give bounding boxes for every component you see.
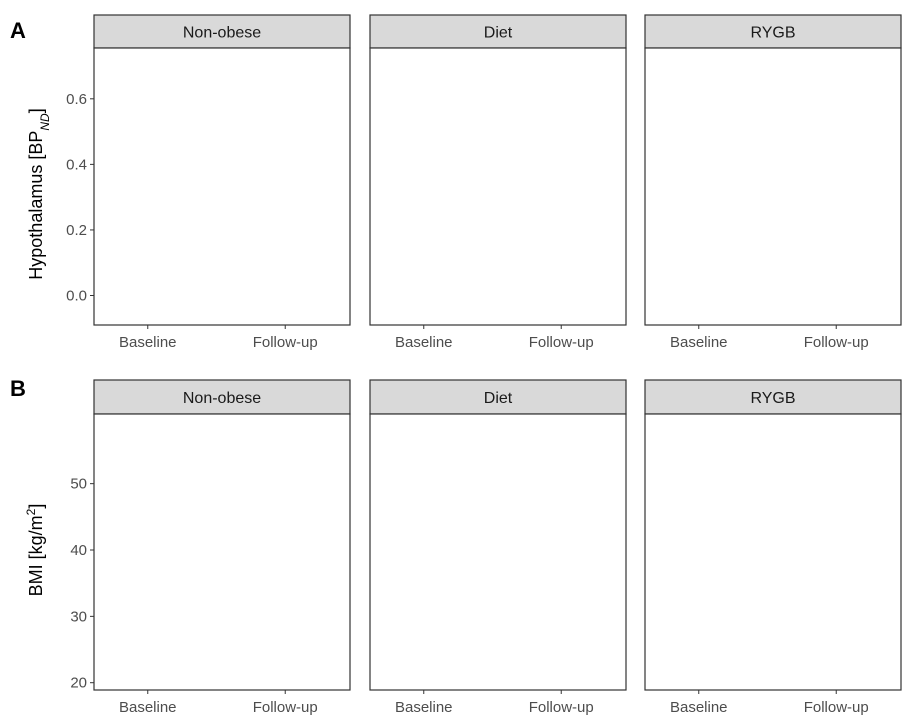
x-tick-label: Follow-up: [804, 699, 869, 716]
y-tick-label: 50: [70, 476, 87, 493]
facet-diet: Diet Baseline Follow-up: [369, 379, 627, 716]
panel-border: [369, 413, 627, 691]
facet-non-obese: Non-obese Baseline Follow-up: [93, 14, 351, 351]
facet-non-obese: Non-obese Baseline Follow-up: [93, 379, 351, 716]
y-tick-label: 0.2: [66, 222, 87, 239]
facet-rygb: RYGB Baseline Follow-up: [644, 14, 902, 351]
facet-strip: [644, 379, 902, 415]
y-tick-label: 40: [70, 542, 87, 559]
x-tick-label: Baseline: [119, 334, 177, 351]
y-tick-label: 20: [70, 675, 87, 692]
panel-border: [93, 47, 351, 326]
panel-border: [93, 413, 351, 691]
y-axis-label: Hypothalamus [BPND]: [26, 108, 52, 279]
facet-title: Non-obese: [183, 390, 261, 407]
panel-tag: B: [10, 376, 26, 401]
facet-strip: [369, 379, 627, 415]
y-tick-label: 0.6: [66, 91, 87, 108]
x-tick-label: Baseline: [119, 699, 177, 716]
facet-rygb: RYGBp < 0.001BaselineFollow-up: [644, 379, 902, 716]
facet-strip: [93, 14, 351, 49]
panel-border: [644, 413, 902, 691]
facet-strip: [369, 14, 627, 49]
y-axis-label: BMI [kg/m2]: [24, 504, 46, 597]
facet-diet: Diet Baseline Follow-up: [369, 14, 627, 351]
y-tick-label: 0.4: [66, 156, 87, 173]
facet-title: Diet: [484, 25, 513, 42]
panel-border: [369, 47, 627, 326]
row-b: B BMI [kg/m2] 20 30 40 50 Non-obese Baseline F…: [10, 376, 902, 716]
facet-title: Non-obese: [183, 25, 261, 42]
facet-strip: [644, 14, 902, 49]
row-a: A Hypothalamus [BPND] 0.0 0.2 0.4 0.6 Non-ob…: [10, 14, 902, 351]
x-tick-label: Follow-up: [529, 699, 594, 716]
x-tick-label: Baseline: [670, 699, 728, 716]
y-tick-label: 30: [70, 608, 87, 625]
panel-tag: A: [10, 18, 26, 43]
panel-border: [644, 47, 902, 326]
facets: 20 30 40 50 Non-obese Baseline Follow-up Diet Ba…: [70, 379, 902, 716]
facet-title: RYGB: [750, 390, 795, 407]
x-tick-label: Baseline: [670, 334, 728, 351]
x-tick-label: Follow-up: [253, 699, 318, 716]
x-tick-label: Baseline: [395, 334, 453, 351]
x-tick-label: Follow-up: [253, 334, 318, 351]
facet-title: RYGB: [750, 25, 795, 42]
x-tick-label: Follow-up: [804, 334, 869, 351]
y-tick-label: 0.0: [66, 287, 87, 304]
x-tick-label: Baseline: [395, 699, 453, 716]
facet-title: Diet: [484, 390, 513, 407]
facet-strip: [93, 379, 351, 415]
x-tick-label: Follow-up: [529, 334, 594, 351]
